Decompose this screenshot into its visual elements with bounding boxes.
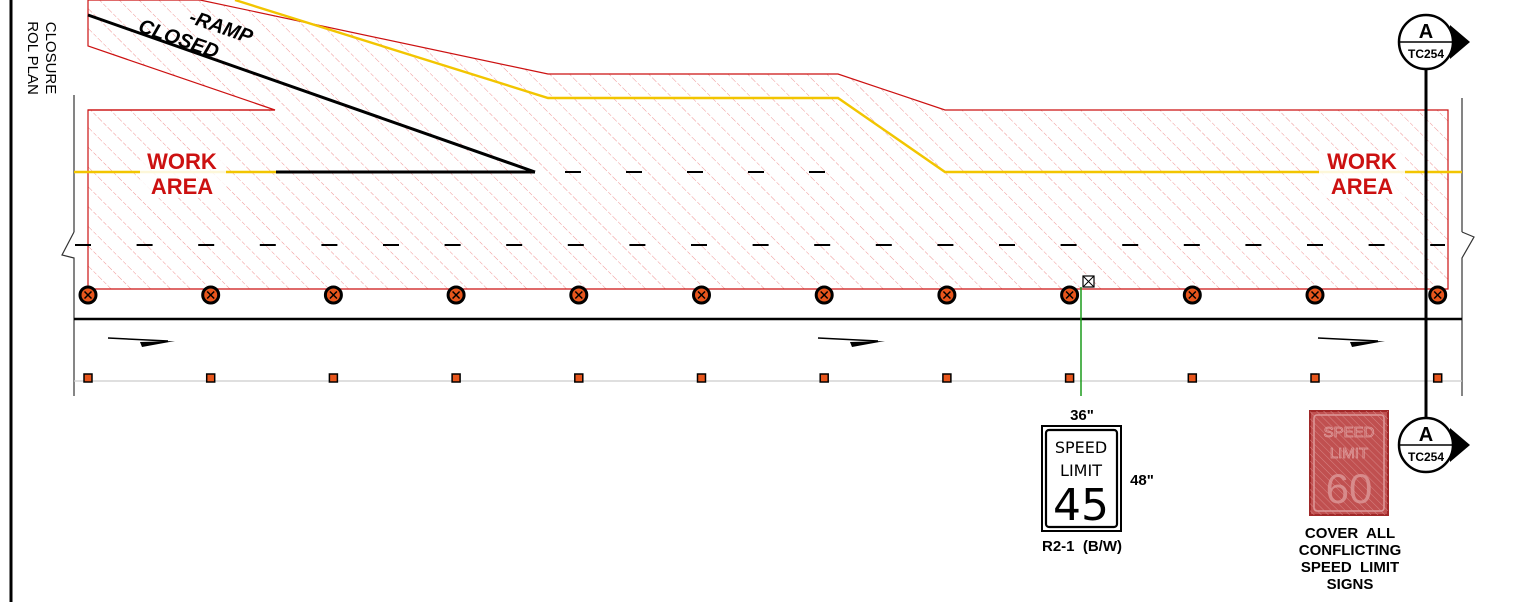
cone-row bbox=[83, 373, 1443, 383]
speed-sign-line1: SPEED bbox=[1055, 438, 1107, 457]
drum bbox=[692, 285, 711, 305]
speed-sign-line2: LIMIT bbox=[1060, 461, 1102, 480]
cover-note-line3: SPEED LIMIT bbox=[1301, 559, 1399, 576]
traffic-arrow bbox=[817, 337, 885, 347]
cone bbox=[1064, 373, 1075, 383]
drum-row bbox=[78, 285, 1448, 305]
drum bbox=[1428, 285, 1448, 305]
covered-sign-line1: SPEED bbox=[1324, 424, 1375, 441]
work-area-left-line1: WORK bbox=[147, 149, 217, 174]
break-line-left bbox=[61, 231, 75, 318]
covered-sign-value: 60 bbox=[1326, 465, 1373, 512]
sign-code-label: R2-1 (B/W) bbox=[1042, 538, 1122, 555]
sign-width-label: 36" bbox=[1070, 407, 1094, 424]
cover-signs-note: COVER ALL CONFLICTING SPEED LIMIT SIGNS bbox=[1299, 525, 1402, 593]
work-area-left-line2: AREA bbox=[151, 174, 213, 199]
cover-note-line2: CONFLICTING bbox=[1299, 542, 1402, 559]
cone bbox=[328, 373, 339, 383]
yellow-centerline-ramp bbox=[234, 0, 1462, 174]
covered-sign-line2: LIMIT bbox=[1330, 445, 1368, 462]
drum bbox=[937, 285, 957, 305]
speed-limit-45-sign: SPEED LIMIT 45 bbox=[1041, 425, 1122, 532]
sign-location-marker-x2 bbox=[1082, 275, 1095, 288]
section-letter: A bbox=[1419, 424, 1433, 446]
sheet-side-title: CLOSURE ROL PLAN bbox=[24, 21, 59, 95]
drum bbox=[323, 285, 343, 305]
cover-note-line1: COVER ALL bbox=[1305, 525, 1395, 542]
drum bbox=[78, 285, 98, 305]
gore-line bbox=[87, 13, 536, 174]
section-marker-bottom: A TC254 bbox=[1397, 416, 1470, 474]
drum bbox=[1305, 285, 1325, 305]
cone bbox=[1187, 373, 1198, 383]
break-line-right bbox=[1461, 231, 1475, 318]
side-title-line1: CLOSURE bbox=[42, 22, 59, 95]
cone bbox=[942, 373, 952, 383]
work-area-right-line1: WORK bbox=[1327, 149, 1397, 174]
cover-note-line4: SIGNS bbox=[1327, 576, 1374, 593]
traffic-arrow bbox=[1317, 337, 1385, 347]
section-sheet-ref: TC254 bbox=[1408, 47, 1444, 61]
covered-speed-limit-sign: SPEED LIMIT 60 bbox=[1309, 410, 1389, 516]
drum bbox=[201, 285, 221, 305]
section-letter: A bbox=[1419, 21, 1433, 43]
cone bbox=[83, 373, 93, 383]
cone bbox=[819, 373, 829, 383]
drum bbox=[1060, 285, 1080, 305]
work-area-label-right: WORK AREA bbox=[1319, 149, 1405, 199]
cone bbox=[574, 373, 584, 383]
drum bbox=[569, 285, 589, 305]
cone bbox=[1310, 373, 1320, 383]
work-area-label-left: WORK AREA bbox=[140, 149, 226, 199]
section-sheet-ref: TC254 bbox=[1408, 450, 1444, 464]
ramp-work-area bbox=[87, 0, 1449, 290]
section-marker-top: A TC254 bbox=[1397, 13, 1470, 71]
drum bbox=[446, 285, 466, 305]
side-title-line2: ROL PLAN bbox=[24, 21, 41, 95]
traffic-arrow bbox=[107, 337, 175, 347]
cone bbox=[205, 373, 216, 383]
work-area-right-line2: AREA bbox=[1331, 174, 1393, 199]
speed-sign-value: 45 bbox=[1053, 480, 1109, 531]
cone bbox=[696, 373, 707, 383]
cone bbox=[1432, 373, 1443, 383]
cone bbox=[451, 373, 461, 383]
drum bbox=[1182, 285, 1202, 305]
sign-height-label: 48" bbox=[1130, 472, 1154, 489]
drum bbox=[814, 285, 834, 305]
